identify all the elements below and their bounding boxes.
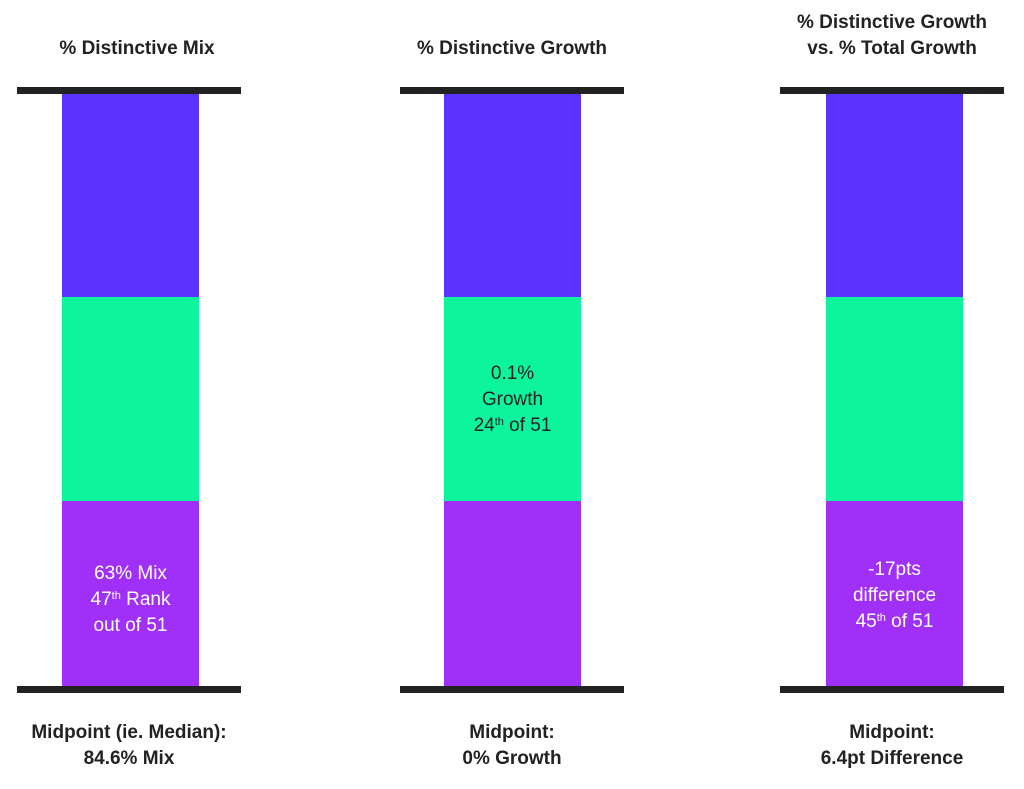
value-label: -17pts	[868, 559, 921, 580]
value-label: 0.1%	[490, 363, 535, 384]
bottom-cap	[400, 686, 624, 693]
top-cap	[17, 87, 241, 94]
value-label: 63% Mix	[94, 563, 167, 584]
midpoint-label: Midpoint: 6.4pt Difference	[820, 722, 964, 769]
chart-difference: % Distinctive Growth vs. % Total Growth …	[780, 0, 1020, 789]
chart-mix: % Distinctive Mix 63% Mix 47th Rank out …	[17, 0, 257, 789]
chart-growth: % Distinctive Growth 0.1% Growth 24th of…	[400, 0, 640, 789]
segment-middle	[62, 297, 199, 501]
segment-middle: 0.1% Growth 24th of 51	[444, 297, 581, 501]
segment-top	[444, 94, 581, 297]
top-cap	[780, 87, 1004, 94]
chart-title: % Distinctive Growth	[416, 38, 608, 59]
segment-bottom: -17pts difference 45th of 51	[826, 501, 963, 687]
bottom-cap	[780, 686, 1004, 693]
chart-title: % Distinctive Growth vs. % Total Growth	[796, 12, 988, 59]
segment-label: 63% Mix 47th Rank out of 51	[62, 561, 199, 639]
rank-label: 45th of 51	[855, 611, 934, 632]
bottom-cap	[17, 686, 241, 693]
chart-title: % Distinctive Mix	[59, 38, 215, 59]
midpoint-label: Midpoint (ie. Median): 84.6% Mix	[31, 722, 227, 769]
top-cap	[400, 87, 624, 94]
rank-label: 47th Rank	[90, 589, 171, 610]
segment-label: 0.1% Growth 24th of 51	[444, 361, 581, 439]
segment-top	[62, 94, 199, 297]
midpoint-label: Midpoint: 0% Growth	[462, 722, 562, 769]
rank-label: 24th of 51	[473, 415, 552, 436]
segment-bottom	[444, 501, 581, 687]
rank-out-of-label: out of 51	[93, 615, 168, 636]
segment-label: -17pts difference 45th of 51	[826, 557, 963, 635]
segment-middle	[826, 297, 963, 501]
segment-top	[826, 94, 963, 297]
segment-bottom: 63% Mix 47th Rank out of 51	[62, 501, 199, 687]
value-unit-label: difference	[852, 585, 937, 606]
value-unit-label: Growth	[481, 389, 544, 410]
